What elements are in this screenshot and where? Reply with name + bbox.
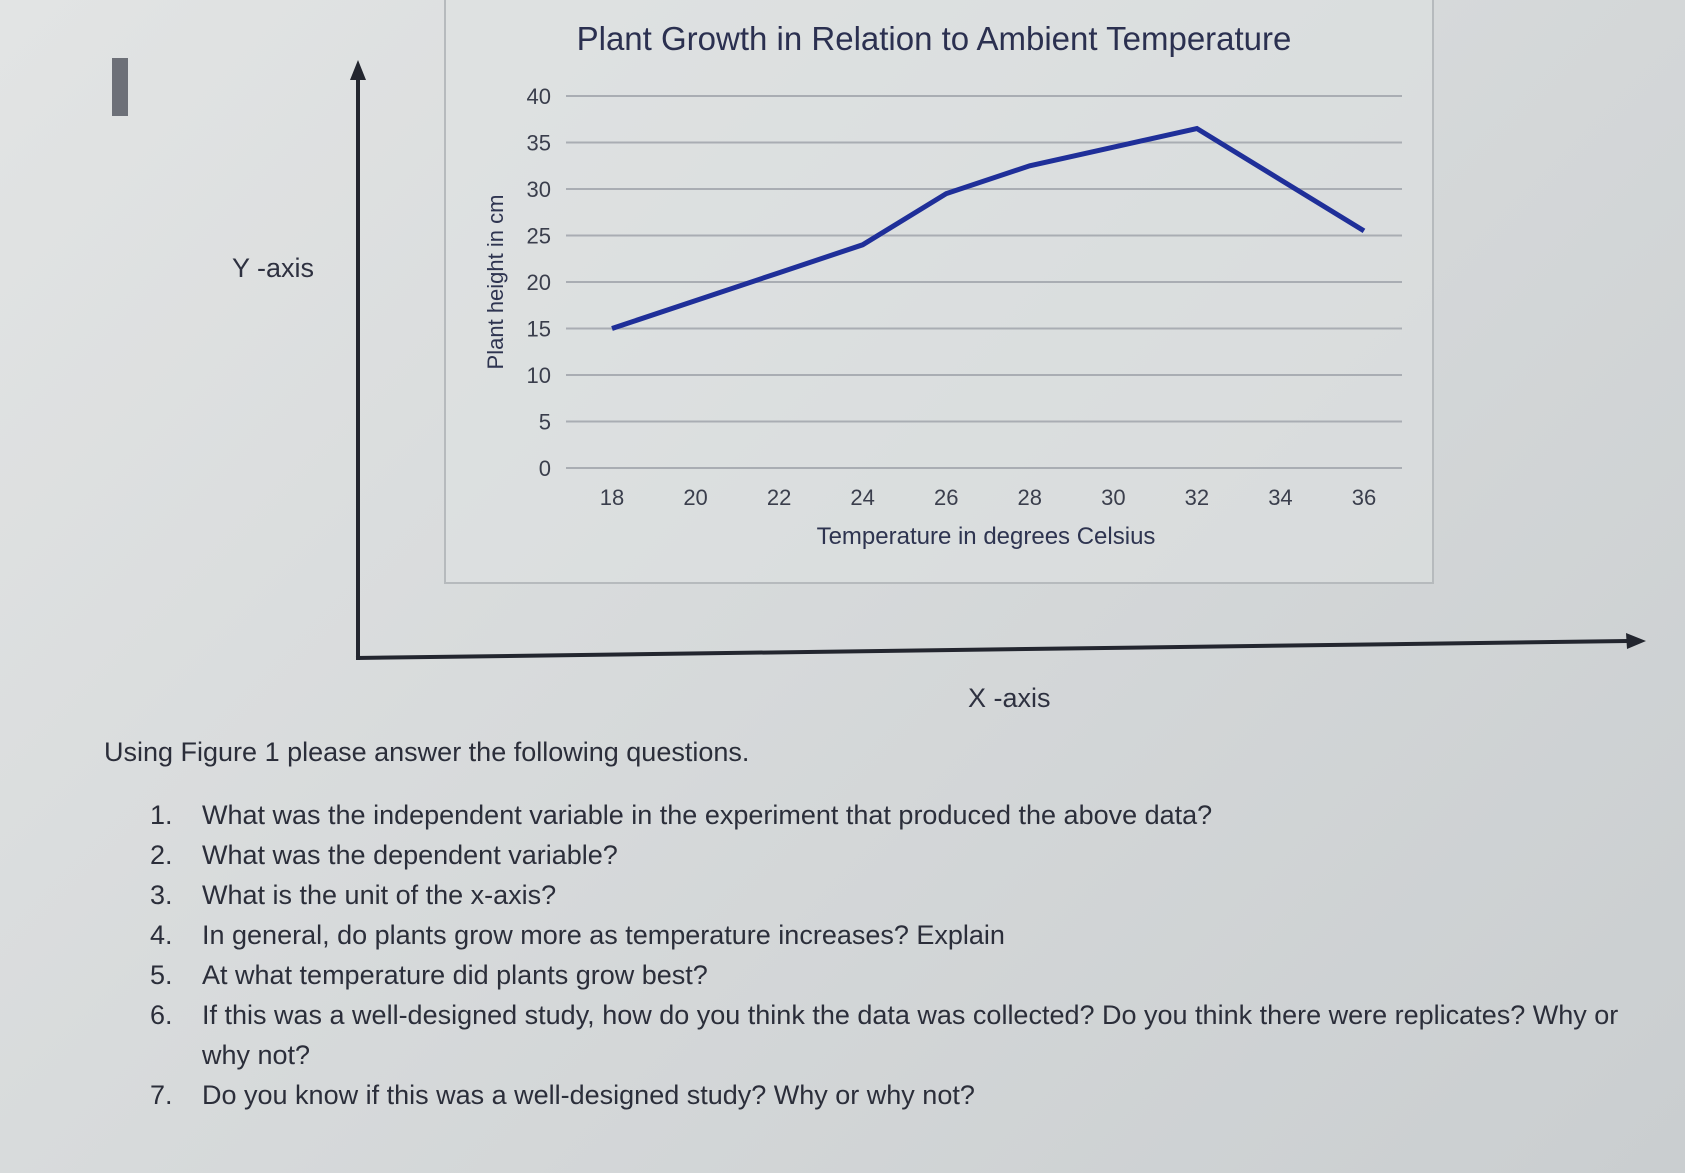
question-number: 1.: [150, 800, 173, 830]
question-number: 5.: [150, 960, 173, 990]
x-tick-label: 20: [683, 485, 707, 510]
figure-axes: [350, 60, 1646, 660]
question-item: 5. At what temperature did plants grow be…: [150, 955, 1650, 995]
question-number: 3.: [150, 880, 173, 910]
question-number: 4.: [150, 920, 173, 950]
x-tick-label: 36: [1352, 485, 1376, 510]
y-axis-arrowhead: [350, 60, 366, 80]
chart-frame: [444, 0, 1434, 584]
question-text: What was the independent variable in the…: [202, 800, 1213, 830]
question-text: In general, do plants grow more as tempe…: [202, 920, 1005, 950]
y-tick-label: 5: [539, 410, 551, 435]
y-tick-label: 0: [539, 456, 551, 481]
instructions-text: Using Figure 1 please answer the followi…: [104, 737, 750, 767]
question-item: 2. What was the dependent variable?: [150, 835, 1650, 875]
x-axis-caption: X -axis: [968, 683, 1051, 713]
y-tick-label: 10: [527, 363, 551, 388]
x-axis-label: Temperature in degrees Celsius: [817, 523, 1156, 550]
question-item: 6. If this was a well-designed study, how…: [150, 995, 1650, 1075]
x-tick-label: 32: [1185, 485, 1209, 510]
x-axis-arrowhead: [1626, 633, 1646, 649]
question-item: 1. What was the independent variable in t…: [150, 795, 1650, 835]
question-item: 7. Do you know if this was a well-designe…: [150, 1075, 1650, 1115]
question-item: 3. What is the unit of the x-axis?: [150, 875, 1650, 915]
x-tick-label: 26: [934, 485, 958, 510]
line-chart: Plant Growth in Relation to Ambient Temp…: [483, 20, 1402, 550]
chart-title: Plant Growth in Relation to Ambient Temp…: [577, 20, 1292, 57]
x-tick-label: 24: [850, 485, 874, 510]
question-item: 4. In general, do plants grow more as tem…: [150, 915, 1650, 955]
questions-list: 1. What was the independent variable in t…: [150, 795, 1650, 1115]
x-tick-label: 34: [1268, 485, 1292, 510]
question-number: 2.: [150, 840, 173, 870]
y-tick-label: 15: [527, 317, 551, 342]
question-text: Do you know if this was a well-designed …: [202, 1080, 975, 1110]
question-text: What is the unit of the x-axis?: [202, 880, 557, 910]
question-number: 6.: [150, 1000, 173, 1030]
series-line: [611, 125, 1366, 331]
x-tick-label: 28: [1018, 485, 1042, 510]
x-tick-label: 30: [1101, 485, 1125, 510]
y-tick-label: 20: [527, 270, 551, 295]
y-axis-caption: Y -axis: [232, 253, 315, 283]
question-text: If this was a well-designed study, how d…: [202, 1000, 1619, 1070]
x-tick-label: 18: [600, 485, 624, 510]
question-text: What was the dependent variable?: [202, 840, 618, 870]
y-tick-label: 25: [527, 224, 551, 249]
question-text: At what temperature did plants grow best…: [202, 960, 708, 990]
y-tick-label: 40: [527, 84, 551, 109]
margin-marker: [112, 58, 128, 116]
y-tick-label: 35: [527, 131, 551, 156]
x-tick-label: 22: [767, 485, 791, 510]
question-number: 7.: [150, 1080, 173, 1110]
y-tick-label: 30: [527, 177, 551, 202]
x-axis-arrow-line: [355, 639, 1629, 660]
y-axis-label: Plant height in cm: [483, 195, 508, 370]
